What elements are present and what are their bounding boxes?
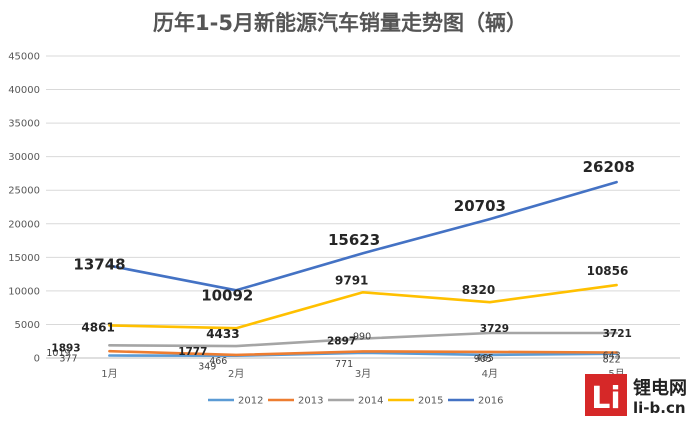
data-label-2012: 377 xyxy=(59,354,77,365)
y-tick-label: 45000 xyxy=(8,52,40,63)
series-line-2012 xyxy=(108,351,618,358)
logo-letters: Li xyxy=(591,381,620,416)
data-label-2016: 10092 xyxy=(201,286,253,304)
y-axis-ticks: 0 5000 10000 15000 20000 25000 30000 35000 40000… xyxy=(8,52,40,365)
data-label-2014: 3721 xyxy=(603,328,632,340)
y-tick-label: 35000 xyxy=(8,119,40,130)
data-label-2013: 990 xyxy=(353,331,371,342)
series-lines xyxy=(108,180,618,358)
data-label-2014: 3729 xyxy=(480,323,509,335)
y-tick-label: 10000 xyxy=(8,286,40,297)
x-tick-label: 1月 xyxy=(101,368,117,380)
y-tick-label: 0 xyxy=(34,354,40,365)
y-tick-label: 30000 xyxy=(8,152,40,163)
legend-label-2012: 2012 xyxy=(238,396,263,407)
data-label-2015: 4861 xyxy=(81,320,114,334)
series-line-2013 xyxy=(108,349,618,357)
logo-domain: li-b.cn xyxy=(633,399,686,417)
data-label-2015: 4433 xyxy=(206,327,239,341)
y-tick-label: 25000 xyxy=(8,186,40,197)
data-label-2014: 1893 xyxy=(51,342,80,354)
x-tick-label: 3月 xyxy=(355,368,371,380)
legend-label-2016: 2016 xyxy=(478,396,503,407)
data-label-2015: 9791 xyxy=(335,273,368,287)
x-axis-ticks: 1月2月3月4月5月 xyxy=(101,368,625,380)
logo-box xyxy=(585,374,627,416)
x-tick-label: 4月 xyxy=(482,368,498,380)
data-label-2013: 466 xyxy=(209,356,227,367)
data-label-2014: 1777 xyxy=(178,346,207,358)
legend-label-2013: 2013 xyxy=(298,396,323,407)
data-label-2016: 13748 xyxy=(73,256,125,274)
y-tick-label: 5000 xyxy=(15,320,40,331)
data-label-2014: 2897 xyxy=(327,336,356,348)
data-label-2012: 643 xyxy=(603,351,621,362)
data-label-2013: 822 xyxy=(603,355,621,366)
data-label-2015: 8320 xyxy=(462,283,495,297)
data-label-2015: 10856 xyxy=(587,264,629,278)
logo-brand: 锂电网 xyxy=(633,377,687,399)
data-label-2016: 26208 xyxy=(583,158,635,176)
data-label-2016: 20703 xyxy=(454,197,506,215)
y-tick-label: 40000 xyxy=(8,85,40,96)
gridlines xyxy=(46,55,680,359)
data-label-2012: 349 xyxy=(198,362,216,373)
data-label-2012: 771 xyxy=(335,359,353,370)
y-tick-label: 15000 xyxy=(8,253,40,264)
data-label-2016: 15623 xyxy=(328,231,380,249)
watermark-logo: Li 锂电网 li-b.cn xyxy=(585,368,700,418)
series-line-2016 xyxy=(108,180,618,292)
series-line-2015 xyxy=(108,283,618,330)
legend-label-2015: 2015 xyxy=(418,396,443,407)
data-label-2013: 1019 xyxy=(46,348,70,359)
data-label-2012: 465 xyxy=(476,353,494,364)
data-labels: 377 349 771 465 643 1019 466 990 905 822 1893 1777 2… xyxy=(46,158,634,373)
x-tick-label: 2月 xyxy=(228,368,244,380)
data-label-2013: 905 xyxy=(474,354,492,365)
legend-label-2014: 2014 xyxy=(358,396,383,407)
series-line-2014 xyxy=(108,331,618,348)
legend: 2012 2013 2014 2015 2016 xyxy=(208,396,503,407)
y-tick-label: 20000 xyxy=(8,219,40,230)
chart-title: 历年1-5月新能源汽车销量走势图（辆） xyxy=(153,11,527,35)
